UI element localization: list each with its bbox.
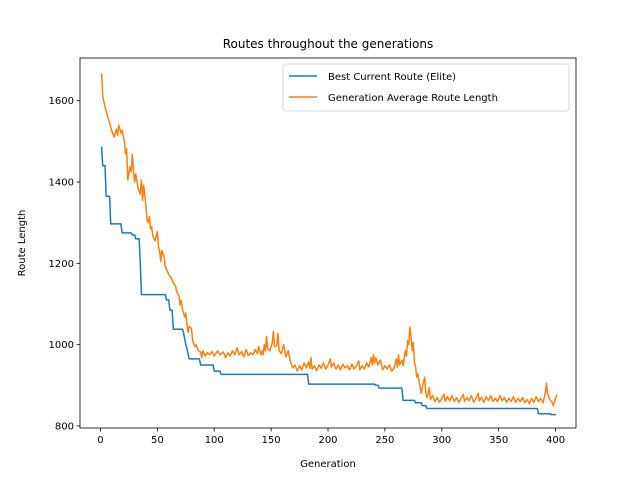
y-tick-label: 800 — [55, 421, 74, 432]
chart-title: Routes throughout the generations — [223, 37, 434, 51]
legend-label-elite: Best Current Route (Elite) — [328, 72, 456, 83]
series-layer — [100, 73, 558, 416]
plot-area: 0 50 100 150 200 250 300 350 400 800 1000 1200 1400… — [49, 57, 577, 446]
x-tick-label: 250 — [375, 435, 394, 446]
x-tick-label: 0 — [97, 435, 103, 446]
y-tick-label: 1200 — [49, 259, 74, 270]
y-axis-label: Route Length — [17, 210, 28, 277]
x-tick-label: 200 — [318, 435, 337, 446]
legend-box — [282, 63, 570, 112]
y-tick-label: 1000 — [49, 340, 74, 351]
legend: Best Current Route (Elite) Generation Av… — [282, 63, 570, 112]
y-tick-label: 1600 — [49, 96, 74, 107]
x-tick-label: 350 — [489, 435, 508, 446]
series-line-elite — [100, 146, 557, 416]
x-tick-label: 300 — [432, 435, 451, 446]
x-tick-label: 400 — [546, 435, 565, 446]
x-ticks: 0 50 100 150 200 250 300 350 400 — [97, 428, 565, 446]
x-tick-label: 150 — [262, 435, 281, 446]
y-tick-label: 1400 — [49, 178, 74, 189]
series-line-average — [100, 73, 558, 407]
y-ticks: 800 1000 1200 1400 1600 — [49, 96, 80, 432]
legend-label-average: Generation Average Route Length — [328, 93, 498, 104]
x-axis-label: Generation — [300, 459, 356, 470]
x-tick-label: 100 — [205, 435, 224, 446]
x-tick-label: 50 — [151, 435, 164, 446]
